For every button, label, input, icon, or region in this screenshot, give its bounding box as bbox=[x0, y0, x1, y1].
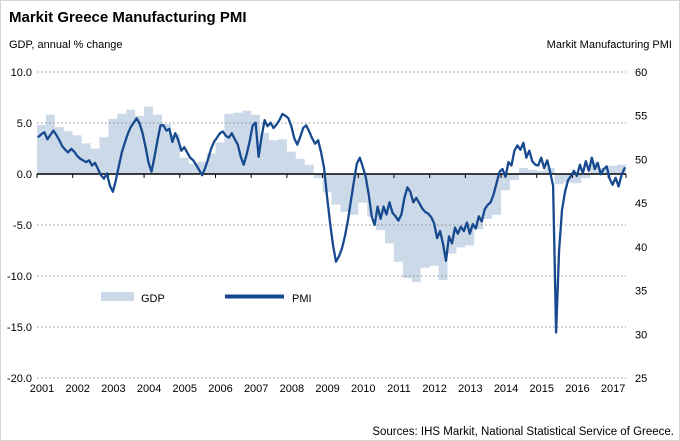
year-label: 2011 bbox=[387, 383, 411, 395]
year-label: 2015 bbox=[530, 383, 554, 395]
right-axis-tick-label: 40 bbox=[635, 242, 647, 254]
year-label: 2013 bbox=[458, 383, 482, 395]
year-label: 2009 bbox=[315, 383, 339, 395]
year-label: 2010 bbox=[351, 383, 375, 395]
year-label: 2007 bbox=[244, 383, 268, 395]
year-label: 2004 bbox=[137, 383, 161, 395]
year-label: 2003 bbox=[101, 383, 125, 395]
pmi-line bbox=[37, 112, 626, 334]
year-label: 2014 bbox=[494, 383, 518, 395]
year-label: 2006 bbox=[208, 383, 232, 395]
right-axis-tick-label: 50 bbox=[635, 154, 647, 166]
left-axis-tick-label: 10.0 bbox=[11, 67, 32, 79]
year-label: 2001 bbox=[30, 383, 54, 395]
legend-gdp-label: GDP bbox=[141, 293, 165, 305]
chart-title: Markit Greece Manufacturing PMI bbox=[9, 9, 247, 26]
axis-labels: 10.0 5.0 0.0 -5.0 -10.0 -15.0 -20.0 60 55 50 45 40 3… bbox=[7, 67, 647, 395]
right-axis-tick-label: 45 bbox=[635, 198, 647, 210]
right-axis-caption: Markit Manufacturing PMI bbox=[547, 39, 672, 51]
left-axis-tick-label: -20.0 bbox=[7, 373, 32, 385]
right-axis-tick-label: 30 bbox=[635, 329, 647, 341]
year-label: 2005 bbox=[173, 383, 197, 395]
left-axis-tick-label: 0.0 bbox=[17, 169, 32, 181]
year-label: 2012 bbox=[422, 383, 446, 395]
legend-pmi-label: PMI bbox=[292, 293, 312, 305]
pmi-line-layer bbox=[37, 112, 626, 334]
legend: GDP PMI bbox=[101, 292, 312, 305]
left-axis-tick-label: 5.0 bbox=[17, 118, 32, 130]
left-axis-tick-label: -15.0 bbox=[7, 322, 32, 334]
right-axis-tick-label: 35 bbox=[635, 286, 647, 298]
year-label: 2008 bbox=[280, 383, 304, 395]
left-axis-tick-label: -5.0 bbox=[13, 220, 32, 232]
year-label: 2016 bbox=[565, 383, 589, 395]
legend-gdp-swatch bbox=[101, 292, 134, 301]
source-text: Sources: IHS Markit, National Statistica… bbox=[372, 426, 674, 438]
gdp-area-layer bbox=[37, 106, 626, 283]
left-axis-tick-label: -10.0 bbox=[7, 271, 32, 283]
right-axis-tick-label: 60 bbox=[635, 67, 647, 79]
right-axis-tick-label: 25 bbox=[635, 373, 647, 385]
right-axis-tick-label: 55 bbox=[635, 111, 647, 123]
year-label: 2002 bbox=[65, 383, 89, 395]
year-label: 2017 bbox=[601, 383, 625, 395]
left-axis-caption: GDP, annual % change bbox=[9, 39, 123, 51]
gdp-area bbox=[37, 106, 626, 283]
